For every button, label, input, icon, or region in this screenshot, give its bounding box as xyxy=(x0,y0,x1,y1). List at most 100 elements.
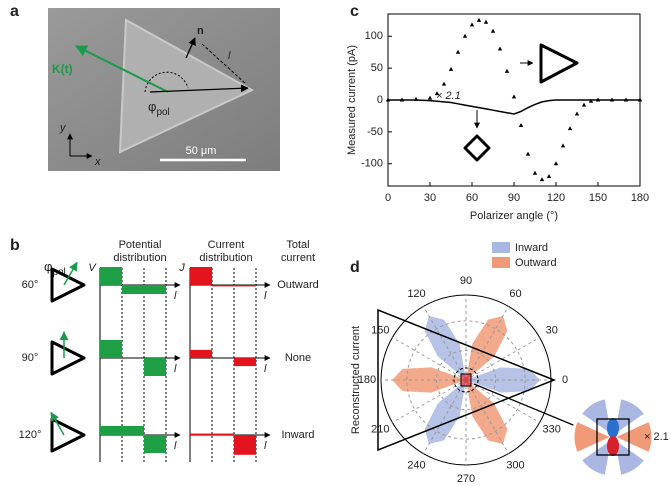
phi-label: φpol xyxy=(148,99,170,117)
inset-sector xyxy=(610,433,648,479)
inset-lobe xyxy=(607,418,619,438)
y-tick-label: -50 xyxy=(367,126,383,138)
polar-area xyxy=(424,315,540,445)
grid-circle xyxy=(406,320,526,440)
bar xyxy=(190,349,212,358)
n-label: n xyxy=(197,25,204,37)
grid-spoke xyxy=(392,379,467,423)
axis-label: l xyxy=(264,440,267,452)
column-header: current xyxy=(281,252,315,264)
marker xyxy=(434,91,440,96)
axis-label: J xyxy=(178,262,185,274)
annotation: × 2.1 xyxy=(436,90,461,102)
bar xyxy=(122,285,144,294)
total-label: Outward xyxy=(277,279,319,291)
bar xyxy=(144,358,166,376)
marker xyxy=(455,49,461,54)
x-axis-label: x xyxy=(94,156,101,168)
triangle-structure xyxy=(118,18,255,154)
axis-label: l xyxy=(264,290,267,302)
angle-label: 60° xyxy=(22,279,39,291)
x-axis-title: Polarizer angle (°) xyxy=(470,210,558,222)
line xyxy=(388,99,640,115)
x-tick-label: 0 xyxy=(385,192,391,204)
theta-tick-label: 120 xyxy=(407,288,425,300)
grid-spoke xyxy=(465,306,509,381)
marker xyxy=(427,95,433,100)
angle-arc xyxy=(144,71,189,93)
bar xyxy=(212,285,234,287)
inset-sector xyxy=(578,395,616,441)
theta-tick-label: 150 xyxy=(371,324,389,336)
bar xyxy=(212,433,234,435)
marker xyxy=(476,17,482,22)
triangle-icon xyxy=(50,417,86,453)
bar xyxy=(144,435,166,453)
bar xyxy=(234,358,256,367)
y-tick-label: 50 xyxy=(371,62,383,74)
bar xyxy=(122,426,144,435)
y-tick-label: 0 xyxy=(377,94,383,106)
scale-bar-label: 50 μm xyxy=(186,145,217,157)
inset-sector xyxy=(610,395,648,441)
triangle-outline xyxy=(377,308,557,452)
column-header: Current xyxy=(208,239,245,251)
theta-tick-label: 30 xyxy=(546,324,558,336)
grid-spoke xyxy=(392,337,467,381)
marker xyxy=(490,28,496,33)
axis-label: V xyxy=(88,262,97,274)
marker xyxy=(504,68,510,73)
y-axis-title: Measured current (pA) xyxy=(346,45,358,155)
y-tick-label: -100 xyxy=(361,158,383,170)
legend-swatch xyxy=(492,242,510,253)
annotation: × 2.1 xyxy=(644,431,669,443)
axis-label: l xyxy=(174,440,177,452)
marker xyxy=(469,22,475,27)
x-tick-label: 30 xyxy=(424,192,436,204)
panel-label: a xyxy=(10,3,19,20)
pol-arrow xyxy=(149,84,249,93)
marker xyxy=(574,111,580,116)
y-axis-title: Reconstructed current xyxy=(350,326,362,434)
theta-tick-label: 270 xyxy=(457,473,475,485)
inset-box xyxy=(596,418,630,456)
x-tick-label: 150 xyxy=(589,192,607,204)
grid-spoke xyxy=(465,337,540,381)
marker xyxy=(588,98,594,103)
axis-label: l xyxy=(264,363,267,375)
bar xyxy=(234,285,256,287)
axis-label: l xyxy=(174,290,177,302)
column-header: distribution xyxy=(113,252,166,264)
axis-label: l xyxy=(174,363,177,375)
grid-spoke xyxy=(423,306,467,381)
theta-tick-label: 210 xyxy=(371,423,389,435)
zoom-circle xyxy=(453,367,479,393)
theta-tick-label: 240 xyxy=(407,460,425,472)
theta-tick-label: 60 xyxy=(509,288,521,300)
marker xyxy=(511,94,517,99)
marker xyxy=(518,122,524,127)
angle-label: 120° xyxy=(19,429,42,441)
theta-tick-label: 330 xyxy=(543,423,561,435)
x-tick-label: 180 xyxy=(631,192,649,204)
marker xyxy=(539,177,545,182)
grid-spoke xyxy=(465,379,509,454)
total-label: None xyxy=(285,352,311,364)
marker xyxy=(462,33,468,38)
marker xyxy=(441,81,447,86)
triangle-icon xyxy=(50,340,86,376)
normal-arrow xyxy=(185,37,196,59)
k-label: K(t) xyxy=(52,62,73,76)
column-header: Potential xyxy=(119,239,162,251)
inset-sector xyxy=(578,433,616,479)
marker xyxy=(497,46,503,51)
panel-label: c xyxy=(350,3,359,20)
theta-tick-label: 90 xyxy=(460,275,472,287)
bar xyxy=(100,426,122,435)
grid-spoke xyxy=(465,379,540,423)
k-arrow xyxy=(74,45,169,93)
bar xyxy=(190,267,212,285)
grid-circle xyxy=(435,349,497,411)
x-tick-label: 60 xyxy=(466,192,478,204)
total-label: Inward xyxy=(281,429,314,441)
